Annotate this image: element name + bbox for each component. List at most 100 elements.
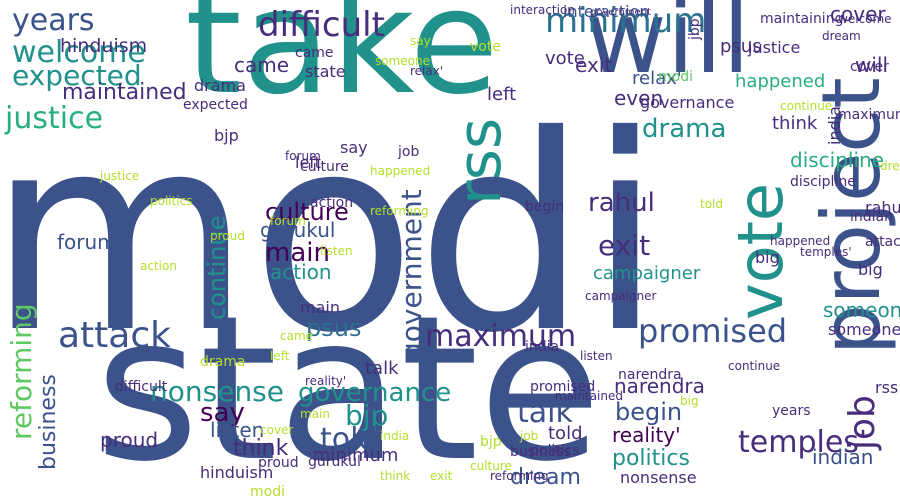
cloud-word: vote [470, 39, 501, 55]
cloud-word: continue [780, 99, 833, 113]
cloud-word: say [200, 398, 245, 428]
cloud-word: maintained [555, 389, 623, 403]
cloud-word: action [140, 259, 177, 273]
cloud-word: minimum [545, 1, 707, 41]
cloud-word: narendra [618, 367, 682, 383]
cloud-word: job [520, 429, 539, 443]
cloud-word: came [234, 53, 290, 77]
cloud-word: temples' [738, 425, 868, 460]
cloud-word: hinduism [60, 35, 148, 57]
cloud-word: government [590, 7, 651, 18]
cloud-word: psus [306, 314, 362, 342]
cloud-word: begin [615, 398, 683, 426]
cloud-word: state [305, 62, 346, 81]
cloud-word: exit [575, 53, 613, 77]
cloud-word: indian [850, 209, 893, 225]
cloud-word: discipline [790, 174, 856, 190]
cloud-word: cover [850, 59, 889, 75]
cloud-word: business [36, 374, 61, 470]
cloud-word: drama [200, 354, 246, 370]
cloud-word: relax' [410, 64, 444, 78]
cloud-word: happened [735, 71, 826, 92]
cloud-word: promised [638, 312, 788, 350]
cloud-word: big [680, 394, 699, 408]
cloud-word: drama [642, 114, 727, 144]
cloud-word: interaction [510, 3, 575, 17]
cloud-word: proud [258, 455, 299, 471]
cloud-word: business [510, 444, 572, 460]
cloud-word: think [380, 469, 411, 483]
cloud-word: discipline [790, 148, 885, 172]
cloud-word: culture [265, 198, 349, 226]
cloud-word: think [233, 436, 289, 461]
cloud-word: state [95, 273, 602, 500]
cloud-word: forum [285, 149, 321, 163]
cloud-word: india [525, 339, 560, 355]
cloud-word: left [487, 84, 517, 105]
cloud-word: rahul [865, 198, 900, 217]
cloud-word: someone [823, 298, 900, 322]
cloud-word: cover [830, 2, 886, 26]
cloud-word: expected [12, 59, 142, 92]
cloud-word: indian [812, 445, 874, 469]
cloud-word: left [295, 153, 321, 172]
cloud-word: attack [58, 315, 171, 356]
cloud-word: nonsense [150, 375, 284, 408]
cloud-word: minimum [313, 445, 399, 466]
cloud-word: modi [0, 77, 663, 392]
cloud-word: campaigner [585, 289, 657, 303]
cloud-word: justice [100, 169, 140, 183]
cloud-word: justice [748, 38, 801, 57]
cloud-word: told [548, 423, 583, 444]
cloud-word: politics [612, 446, 690, 471]
cloud-word: interaction [563, 2, 650, 21]
cloud-word: psus [720, 36, 762, 57]
cloud-word: maintained [62, 80, 187, 105]
cloud-word: culture [300, 159, 349, 175]
cloud-word: gurukul [308, 454, 361, 470]
cloud-word: maximum [838, 107, 900, 123]
cloud-word: rahul [588, 188, 655, 218]
cloud-word: gurukul [260, 218, 336, 242]
cloud-word: job [398, 144, 420, 160]
cloud-word: difficult [258, 5, 385, 45]
cloud-word: exit [430, 469, 453, 483]
cloud-word: main [300, 298, 340, 317]
cloud-word: even [614, 86, 664, 110]
cloud-word: politics [530, 443, 580, 459]
cloud-word: dream [822, 29, 861, 43]
cloud-word: years [772, 403, 811, 419]
cloud-word: talk [517, 395, 573, 430]
cloud-word: dream [880, 159, 900, 173]
cloud-word: rss [875, 378, 899, 397]
cloud-word: will [855, 53, 889, 77]
cloud-word: exit [598, 229, 651, 262]
cloud-word: years [12, 3, 95, 38]
cloud-word: nonsense [620, 468, 697, 487]
cloud-word: action [270, 260, 332, 284]
cloud-word: culture [470, 459, 512, 473]
cloud-word: continue [728, 359, 781, 373]
cloud-word: reforming [5, 303, 38, 440]
cloud-word: forum [57, 230, 117, 254]
cloud-word: told [700, 197, 723, 211]
cloud-word: reforming [370, 204, 429, 218]
cloud-word: justice [5, 101, 104, 136]
cloud-word: will [585, 0, 751, 96]
cloud-word: main [300, 407, 330, 421]
cloud-word: begin [525, 199, 565, 215]
cloud-word: happened [770, 234, 831, 248]
cloud-word: campaigner [593, 263, 701, 284]
cloud-word: modi [658, 69, 693, 85]
cloud-word: drama [194, 76, 246, 95]
cloud-word: someone [375, 54, 430, 68]
cloud-word: bjp [214, 126, 239, 145]
cloud-word: told [320, 422, 378, 457]
cloud-word: expected [183, 97, 248, 113]
cloud-word: left [270, 349, 290, 363]
cloud-word: india [380, 429, 410, 443]
cloud-word: reality' [305, 374, 347, 388]
cloud-word: proud [100, 428, 159, 452]
cloud-word: politics [150, 194, 193, 208]
